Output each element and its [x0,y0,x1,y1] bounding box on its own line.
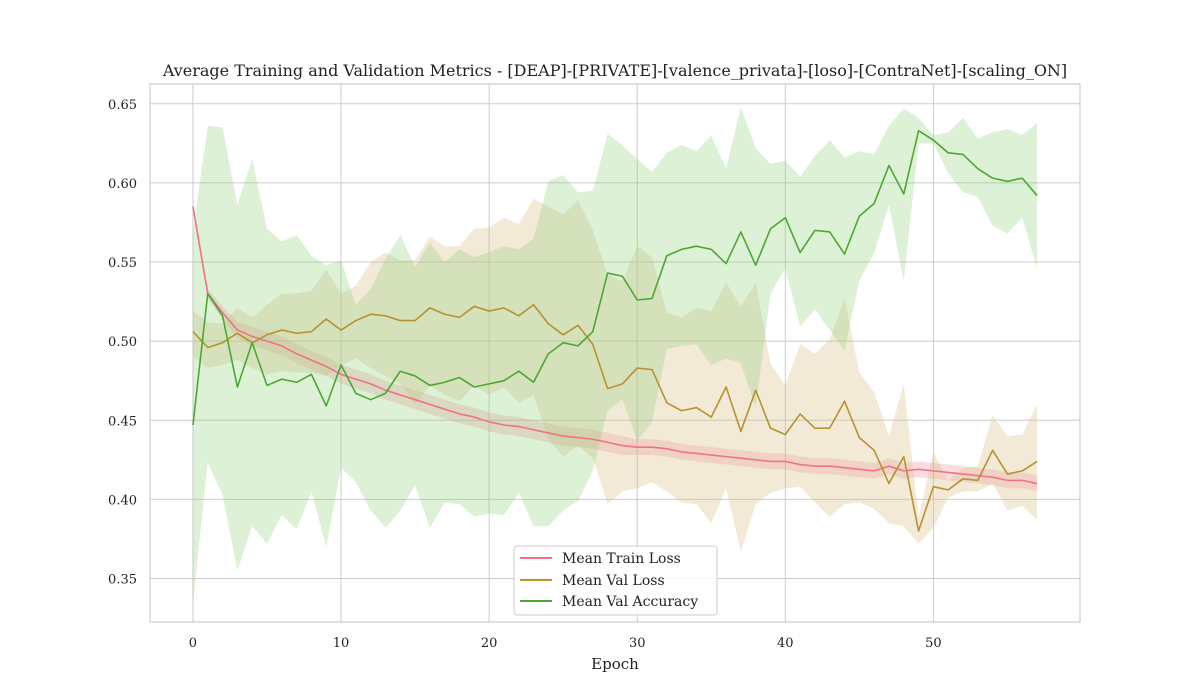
legend-label-val-accuracy: Mean Val Accuracy [562,594,698,610]
y-tick-label: 0.50 [108,335,137,350]
x-tick-label: 0 [189,636,197,651]
grid-layer [150,84,1080,622]
x-tick-label: 20 [481,636,498,651]
line-val-loss [192,303,1038,532]
y-tick-label: 0.45 [108,414,137,429]
chart-title: Average Training and Validation Metrics … [162,61,1067,80]
legend-box [513,545,718,616]
y-tick-label: 0.40 [108,493,137,508]
x-axis-label: Epoch [591,655,639,673]
series-lines [192,129,1038,532]
y-tick-label: 0.65 [108,98,137,113]
confidence-bands [192,106,1038,603]
y-tick-label: 0.35 [108,572,137,587]
band-val-loss [192,198,1038,552]
line-val-accuracy [192,129,1038,426]
y-tick-label: 0.55 [108,256,137,271]
x-tick-label: 40 [777,636,794,651]
x-tick-label: 30 [629,636,646,651]
legend-label-val-loss: Mean Val Loss [562,573,665,589]
plot-frame [149,83,1081,623]
tick-labels: 0 10 20 30 40 50 0.35 0.40 0.45 0.50 0.55 0.60 0.65 [108,98,942,651]
x-tick-label: 50 [925,636,942,651]
legend-label-train-loss: Mean Train Loss [562,551,681,567]
x-tick-label: 10 [333,636,350,651]
legend: Mean Train Loss Mean Val Loss Mean Val A… [513,545,718,616]
y-tick-label: 0.60 [108,177,137,192]
